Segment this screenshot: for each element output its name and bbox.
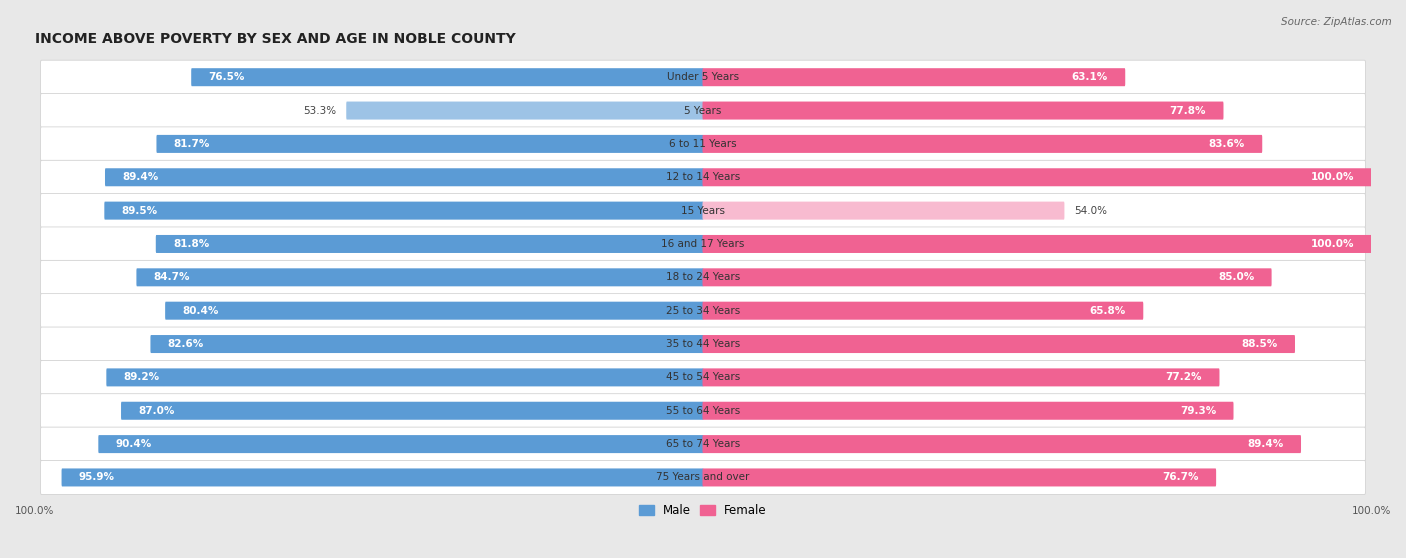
Text: 79.3%: 79.3% (1180, 406, 1216, 416)
FancyBboxPatch shape (165, 302, 703, 320)
FancyBboxPatch shape (703, 402, 1233, 420)
Legend: Male, Female: Male, Female (634, 499, 772, 522)
Text: 76.5%: 76.5% (208, 72, 245, 82)
FancyBboxPatch shape (703, 68, 1125, 86)
Text: 83.6%: 83.6% (1209, 139, 1244, 149)
FancyBboxPatch shape (703, 102, 1223, 119)
Text: 35 to 44 Years: 35 to 44 Years (666, 339, 740, 349)
Text: 75 Years and over: 75 Years and over (657, 473, 749, 483)
Text: 88.5%: 88.5% (1241, 339, 1278, 349)
Text: 65.8%: 65.8% (1090, 306, 1126, 316)
Text: INCOME ABOVE POVERTY BY SEX AND AGE IN NOBLE COUNTY: INCOME ABOVE POVERTY BY SEX AND AGE IN N… (35, 32, 516, 46)
FancyBboxPatch shape (703, 235, 1372, 253)
Text: 90.4%: 90.4% (115, 439, 152, 449)
Text: 85.0%: 85.0% (1218, 272, 1254, 282)
FancyBboxPatch shape (41, 460, 1365, 494)
FancyBboxPatch shape (41, 394, 1365, 428)
Text: 81.7%: 81.7% (174, 139, 209, 149)
Text: 100.0%: 100.0% (1312, 239, 1354, 249)
FancyBboxPatch shape (703, 169, 1372, 186)
Text: 15 Years: 15 Years (681, 205, 725, 215)
Text: 76.7%: 76.7% (1163, 473, 1199, 483)
FancyBboxPatch shape (703, 302, 1143, 320)
FancyBboxPatch shape (41, 227, 1365, 261)
FancyBboxPatch shape (41, 160, 1365, 194)
Text: Under 5 Years: Under 5 Years (666, 72, 740, 82)
Text: 63.1%: 63.1% (1071, 72, 1108, 82)
Text: 89.5%: 89.5% (121, 205, 157, 215)
Text: 12 to 14 Years: 12 to 14 Years (666, 172, 740, 182)
FancyBboxPatch shape (703, 135, 1263, 153)
Text: 54.0%: 54.0% (1074, 205, 1107, 215)
Text: 89.4%: 89.4% (122, 172, 159, 182)
FancyBboxPatch shape (41, 427, 1365, 461)
FancyBboxPatch shape (703, 435, 1301, 453)
Text: 16 and 17 Years: 16 and 17 Years (661, 239, 745, 249)
Text: 18 to 24 Years: 18 to 24 Years (666, 272, 740, 282)
FancyBboxPatch shape (150, 335, 703, 353)
Text: 25 to 34 Years: 25 to 34 Years (666, 306, 740, 316)
FancyBboxPatch shape (703, 268, 1271, 286)
FancyBboxPatch shape (41, 60, 1365, 94)
Text: Source: ZipAtlas.com: Source: ZipAtlas.com (1281, 17, 1392, 27)
FancyBboxPatch shape (41, 294, 1365, 328)
Text: 53.3%: 53.3% (304, 105, 337, 116)
FancyBboxPatch shape (41, 261, 1365, 294)
FancyBboxPatch shape (156, 135, 703, 153)
Text: 80.4%: 80.4% (183, 306, 219, 316)
FancyBboxPatch shape (703, 368, 1219, 386)
Text: 55 to 64 Years: 55 to 64 Years (666, 406, 740, 416)
FancyBboxPatch shape (41, 327, 1365, 361)
FancyBboxPatch shape (104, 201, 703, 220)
Text: 81.8%: 81.8% (173, 239, 209, 249)
FancyBboxPatch shape (121, 402, 703, 420)
Text: 82.6%: 82.6% (167, 339, 204, 349)
Text: 84.7%: 84.7% (153, 272, 190, 282)
Text: 65 to 74 Years: 65 to 74 Years (666, 439, 740, 449)
FancyBboxPatch shape (191, 68, 703, 86)
Text: 5 Years: 5 Years (685, 105, 721, 116)
Text: 89.2%: 89.2% (124, 372, 160, 382)
FancyBboxPatch shape (41, 127, 1365, 161)
FancyBboxPatch shape (703, 201, 1064, 220)
FancyBboxPatch shape (41, 360, 1365, 395)
FancyBboxPatch shape (156, 235, 703, 253)
FancyBboxPatch shape (703, 469, 1216, 487)
Text: 6 to 11 Years: 6 to 11 Years (669, 139, 737, 149)
FancyBboxPatch shape (41, 194, 1365, 228)
FancyBboxPatch shape (703, 335, 1295, 353)
Text: 45 to 54 Years: 45 to 54 Years (666, 372, 740, 382)
FancyBboxPatch shape (98, 435, 703, 453)
Text: 100.0%: 100.0% (1312, 172, 1354, 182)
FancyBboxPatch shape (346, 102, 703, 119)
Text: 95.9%: 95.9% (79, 473, 115, 483)
Text: 87.0%: 87.0% (138, 406, 174, 416)
Text: 77.2%: 77.2% (1166, 372, 1202, 382)
FancyBboxPatch shape (62, 469, 703, 487)
Text: 77.8%: 77.8% (1170, 105, 1206, 116)
Text: 89.4%: 89.4% (1247, 439, 1284, 449)
FancyBboxPatch shape (41, 94, 1365, 128)
FancyBboxPatch shape (107, 368, 703, 386)
FancyBboxPatch shape (136, 268, 703, 286)
FancyBboxPatch shape (105, 169, 703, 186)
